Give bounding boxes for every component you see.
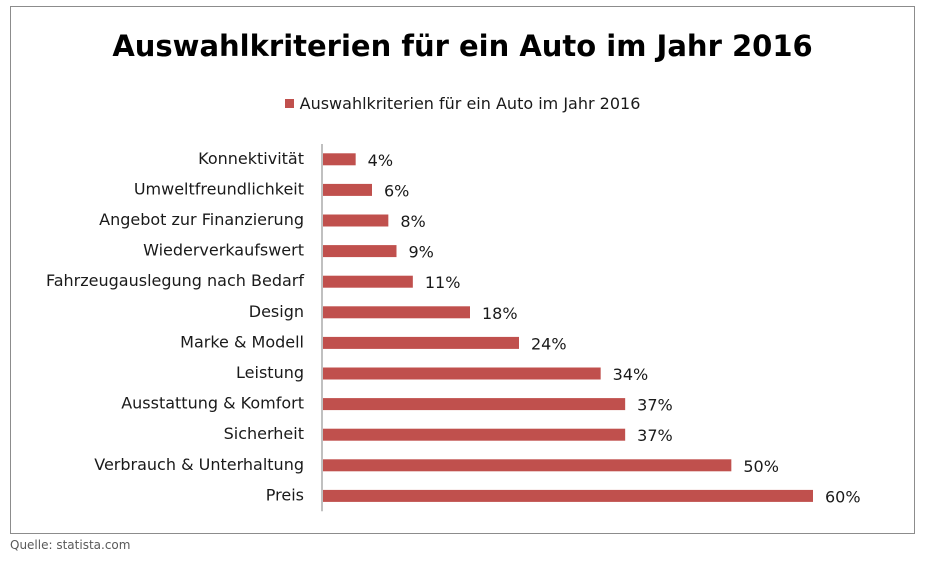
bar <box>323 275 413 288</box>
bar <box>323 245 397 258</box>
data-label: 9% <box>409 243 434 262</box>
category-label: Marke & Modell <box>180 332 304 351</box>
data-label: 37% <box>637 426 673 445</box>
source-note: Quelle: statista.com <box>10 538 131 552</box>
bar <box>323 398 626 411</box>
category-label: Ausstattung & Komfort <box>121 394 304 413</box>
data-label: 24% <box>531 334 567 353</box>
bar <box>323 153 356 166</box>
legend-swatch <box>284 99 294 108</box>
category-label: Fahrzeugauslegung nach Bedarf <box>46 271 304 290</box>
category-label: Umweltfreundlichkeit <box>134 179 304 198</box>
bar <box>323 183 372 196</box>
category-label: Sicherheit <box>224 424 304 443</box>
category-label: Angebot zur Finanzierung <box>99 210 304 229</box>
data-label: 60% <box>825 487 861 506</box>
category-label: Leistung <box>236 363 304 382</box>
data-label: 8% <box>400 212 425 231</box>
legend-label: Auswahlkriterien für ein Auto im Jahr 20… <box>299 94 641 113</box>
bar <box>323 306 470 319</box>
data-label: 18% <box>482 304 518 323</box>
bar <box>323 428 626 441</box>
chart-title: Auswahlkriterien für ein Auto im Jahr 20… <box>112 29 813 63</box>
bar <box>323 367 601 380</box>
bar <box>323 214 389 227</box>
data-label: 6% <box>384 181 409 200</box>
bar <box>323 459 732 472</box>
data-label: 34% <box>613 365 649 384</box>
bar <box>323 336 519 349</box>
category-label: Wiederverkaufswert <box>143 241 304 260</box>
chart-legend: Auswahlkriterien für ein Auto im Jahr 20… <box>11 94 914 113</box>
chart-frame: Auswahlkriterien für ein Auto im Jahr 20… <box>10 6 915 534</box>
category-label: Verbrauch & Unterhaltung <box>94 455 304 474</box>
category-label: Preis <box>266 485 304 504</box>
data-label: 11% <box>425 273 461 292</box>
data-label: 37% <box>637 396 673 415</box>
category-label: Design <box>249 302 304 321</box>
data-label: 50% <box>743 457 779 476</box>
category-label: Konnektivität <box>198 149 304 168</box>
bar <box>323 489 813 502</box>
data-label: 4% <box>368 151 393 170</box>
